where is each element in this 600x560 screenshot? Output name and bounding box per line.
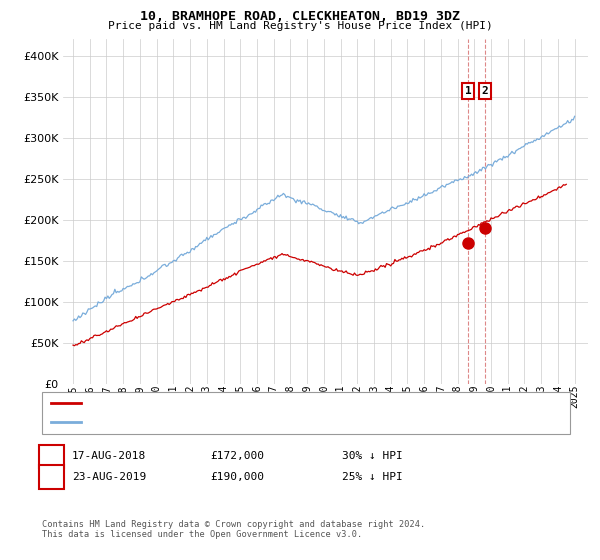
- Text: 1: 1: [48, 451, 55, 461]
- Text: 1: 1: [465, 86, 472, 96]
- Text: £172,000: £172,000: [210, 451, 264, 461]
- Text: 2: 2: [482, 86, 488, 96]
- Text: 2: 2: [48, 472, 55, 482]
- Text: 23-AUG-2019: 23-AUG-2019: [72, 472, 146, 482]
- Text: HPI: Average price, detached house, Kirklees: HPI: Average price, detached house, Kirk…: [85, 417, 349, 427]
- Text: 10, BRAMHOPE ROAD, CLECKHEATON, BD19 3DZ (detached house): 10, BRAMHOPE ROAD, CLECKHEATON, BD19 3DZ…: [85, 398, 427, 408]
- Text: Price paid vs. HM Land Registry's House Price Index (HPI): Price paid vs. HM Land Registry's House …: [107, 21, 493, 31]
- Text: 10, BRAMHOPE ROAD, CLECKHEATON, BD19 3DZ: 10, BRAMHOPE ROAD, CLECKHEATON, BD19 3DZ: [140, 10, 460, 23]
- Text: Contains HM Land Registry data © Crown copyright and database right 2024.
This d: Contains HM Land Registry data © Crown c…: [42, 520, 425, 539]
- Text: 17-AUG-2018: 17-AUG-2018: [72, 451, 146, 461]
- Text: 30% ↓ HPI: 30% ↓ HPI: [342, 451, 403, 461]
- Text: 25% ↓ HPI: 25% ↓ HPI: [342, 472, 403, 482]
- Text: £190,000: £190,000: [210, 472, 264, 482]
